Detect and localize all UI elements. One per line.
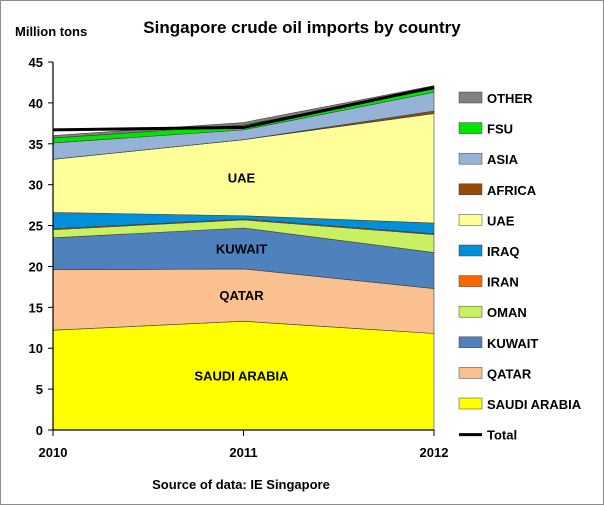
area-label-qatar: QATAR — [219, 288, 264, 303]
area-label-kuwait: KUWAIT — [216, 241, 267, 256]
legend-swatch-iran — [458, 275, 483, 287]
legend-swatch-africa — [458, 183, 483, 196]
legend-label-total: Total — [487, 428, 517, 443]
legend-swatch-saudi-arabia — [458, 397, 483, 410]
x-tick-label: 2010 — [39, 445, 68, 460]
legend-swatch-fsu — [458, 122, 483, 134]
area-label-saudi-arabia: SAUDI ARABIA — [194, 369, 289, 384]
y-tick-label: 30 — [29, 178, 43, 193]
legend-label-asia: ASIA — [487, 152, 519, 167]
legend-swatch-qatar — [458, 367, 483, 379]
x-tick-label: 2011 — [229, 445, 257, 460]
legend-swatch-other — [458, 91, 483, 104]
legend-label-iran: IRAN — [487, 275, 519, 290]
y-tick-label: 40 — [29, 96, 43, 111]
source-note: Source of data: IE Singapore — [152, 477, 330, 492]
legend-label-kuwait: KUWAIT — [487, 336, 538, 351]
y-tick-label: 5 — [36, 382, 43, 397]
legend: OTHER FSU ASIA AFRICA UAE IRAQ IRAN OMAN KUWAIT Q… — [458, 91, 582, 443]
total-line — [52, 85, 435, 132]
legend-swatch-asia — [458, 152, 483, 165]
y-tick-label: 25 — [29, 219, 43, 234]
legend-label-fsu: FSU — [487, 122, 513, 137]
legend-label-other: OTHER — [487, 91, 533, 106]
y-tick-label: 35 — [29, 137, 43, 152]
legend-label-oman: OMAN — [487, 305, 527, 320]
legend-label-uae: UAE — [487, 213, 515, 228]
legend-swatch-kuwait — [458, 336, 483, 349]
y-tick-label: 10 — [29, 341, 43, 356]
legend-label-africa: AFRICA — [487, 183, 537, 198]
legend-swatch-iraq — [458, 244, 483, 257]
legend-label-iraq: IRAQ — [487, 244, 520, 259]
area-label-uae: UAE — [228, 171, 256, 186]
legend-swatch-uae — [458, 214, 483, 226]
y-axis-unit-label: Million tons — [15, 24, 87, 39]
x-tick-label: 2012 — [420, 445, 449, 460]
legend-label-qatar: QATAR — [487, 366, 532, 381]
plot-area: 0 5 10 15 20 25 30 35 40 45 2010 2011 2012 UAE KUWAIT Q… — [29, 55, 449, 460]
chart-title: Singapore crude oil imports by country — [143, 18, 461, 37]
y-tick-label: 15 — [29, 300, 43, 315]
y-tick-label: 0 — [36, 423, 43, 438]
legend-label-saudi-arabia: SAUDI ARABIA — [487, 397, 582, 412]
legend-swatch-oman — [458, 305, 483, 318]
y-tick-label: 20 — [29, 259, 43, 274]
y-tick-label: 45 — [29, 55, 43, 70]
